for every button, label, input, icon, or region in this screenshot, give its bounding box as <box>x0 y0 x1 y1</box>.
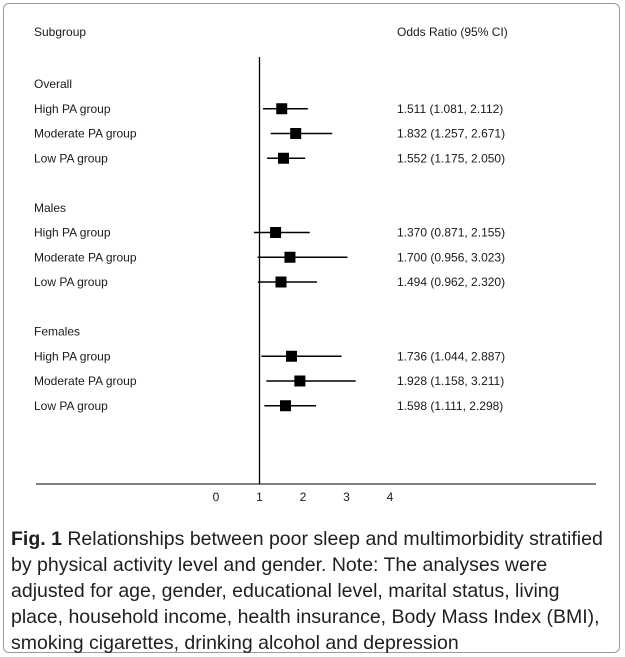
group-label: Overall <box>34 77 72 91</box>
or-marker <box>270 227 282 238</box>
or-marker <box>286 350 298 362</box>
or-marker <box>275 276 287 288</box>
estimate-text: 1.552 (1.175, 2.050) <box>397 151 505 165</box>
or-marker <box>290 128 302 139</box>
header-subgroup: Subgroup <box>34 25 86 39</box>
row-label: Moderate PA group <box>34 250 137 264</box>
group-label: Females <box>34 325 80 339</box>
row-label: Low PA group <box>34 399 108 413</box>
row-label: Low PA group <box>34 151 108 165</box>
or-marker <box>276 103 288 115</box>
row-label: High PA group <box>34 226 111 240</box>
row-label: Moderate PA group <box>34 127 137 141</box>
x-tick-label: 3 <box>343 490 350 504</box>
header-odds-ratio: Odds Ratio (95% CI) <box>397 25 508 39</box>
figure-caption: Fig. 1 Relationships between poor sleep … <box>11 526 611 656</box>
or-marker <box>294 375 306 387</box>
row-label: Low PA group <box>34 275 108 289</box>
x-tick-label: 2 <box>300 490 307 504</box>
row-label: Moderate PA group <box>34 374 137 388</box>
or-marker <box>280 400 292 412</box>
x-tick-label: 1 <box>256 490 263 504</box>
caption-label: Fig. 1 <box>11 528 62 550</box>
figure-frame <box>3 3 620 653</box>
forest-plot: Subgroup Odds Ratio (95% CI) Overall High P… <box>34 25 596 504</box>
estimate-text: 1.370 (0.871, 2.155) <box>397 226 505 240</box>
caption-text: Relationships between poor sleep and mul… <box>11 528 603 654</box>
row-label: High PA group <box>34 102 111 116</box>
or-marker <box>284 251 296 263</box>
estimate-text: 1.832 (1.257, 2.671) <box>397 127 505 141</box>
x-tick-label: 0 <box>213 490 220 504</box>
estimate-text: 1.700 (0.956, 3.023) <box>397 250 505 264</box>
row-label: High PA group <box>34 349 111 363</box>
x-tick-label: 4 <box>387 490 394 504</box>
or-marker <box>278 152 290 164</box>
estimate-text: 1.928 (1.158, 3.211) <box>397 374 504 388</box>
estimate-text: 1.494 (0.962, 2.320) <box>397 275 505 289</box>
estimate-text: 1.598 (1.111, 2.298) <box>397 399 503 413</box>
estimate-text: 1.511 (1.081, 2.112) <box>397 102 503 116</box>
group-label: Males <box>34 201 66 215</box>
estimate-text: 1.736 (1.044, 2.887) <box>397 349 505 363</box>
